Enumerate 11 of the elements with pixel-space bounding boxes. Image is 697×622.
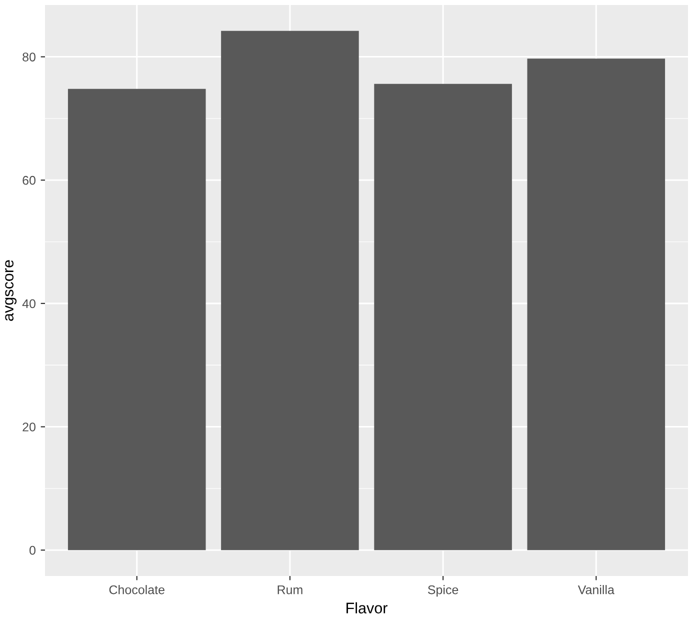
x-tick-label: Chocolate (109, 585, 164, 594)
y-axis-title: avgscore (5, 260, 17, 321)
y-tick-label: 80 (22, 52, 36, 62)
y-tick-label: 40 (22, 299, 36, 308)
y-tick-label: 60 (22, 176, 36, 185)
x-axis-title: Flavor (346, 602, 388, 614)
x-tick-label: Vanilla (578, 585, 614, 594)
y-tick-label: 20 (22, 422, 36, 432)
y-tick-label: 0 (30, 546, 36, 555)
x-tick-label: Rum (278, 585, 302, 594)
x-tick-label: Spice (428, 585, 458, 597)
